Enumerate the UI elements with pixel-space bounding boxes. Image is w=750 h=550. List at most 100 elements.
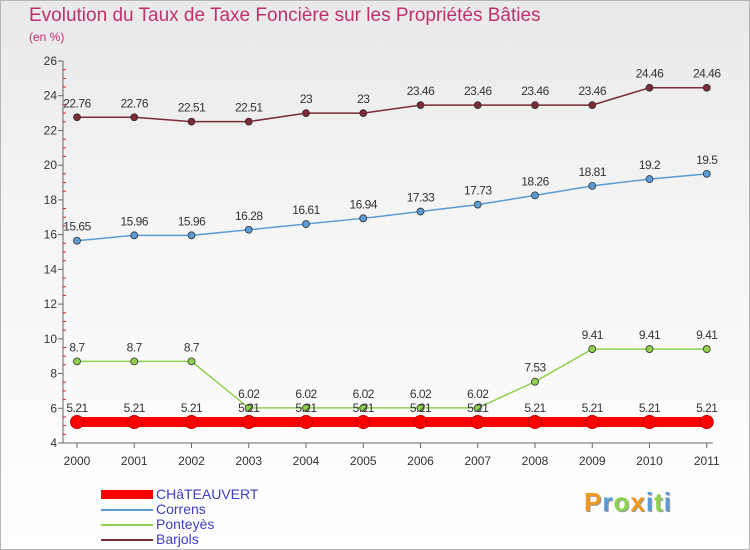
data-label-barjols: 23 <box>300 92 313 106</box>
data-point-ponteyes <box>73 357 81 366</box>
logo-letter: o <box>613 487 631 517</box>
data-label-barjols: 23.46 <box>407 84 435 98</box>
data-point-ponteyes <box>588 345 597 353</box>
legend-label: Barjols <box>156 531 199 547</box>
data-point-correns <box>130 231 139 240</box>
logo-letter: i <box>663 487 672 517</box>
data-label-chateauvert: 5.21 <box>124 401 146 415</box>
legend-label: Correns <box>156 501 206 517</box>
data-label-ponteyes: 9.41 <box>582 328 604 342</box>
data-label-correns: 19.5 <box>696 153 718 167</box>
data-point-ponteyes <box>645 345 654 353</box>
logo-letter: P <box>584 487 603 517</box>
data-point-barjols <box>302 109 310 117</box>
data-point-correns <box>531 191 539 200</box>
data-label-barjols: 22.51 <box>178 101 206 115</box>
data-label-correns: 17.73 <box>464 184 492 198</box>
data-point-chateauvert <box>642 414 657 429</box>
data-point-chateauvert <box>528 414 542 429</box>
logo-letter: x <box>630 487 646 517</box>
chart-unit-label: (en %) <box>29 30 65 44</box>
y-tick-label: 10 <box>44 332 58 346</box>
data-point-barjols <box>416 101 425 110</box>
data-label-chateauvert: 5.21 <box>696 401 718 415</box>
data-point-barjols <box>73 113 81 122</box>
data-label-correns: 15.96 <box>120 214 148 228</box>
data-label-ponteyes: 8.7 <box>69 340 85 354</box>
y-tick-label: 22 <box>44 123 58 137</box>
data-point-barjols <box>702 83 711 92</box>
data-label-ponteyes: 7.53 <box>524 361 546 375</box>
data-point-ponteyes <box>531 377 539 386</box>
data-label-correns: 18.26 <box>521 174 549 188</box>
data-point-correns <box>416 207 425 216</box>
y-tick-label: 14 <box>44 262 58 276</box>
data-point-ponteyes <box>130 357 139 366</box>
data-point-barjols <box>531 101 539 110</box>
x-tick-label: 2006 <box>407 454 434 468</box>
data-point-barjols <box>473 101 482 110</box>
data-label-ponteyes: 6.02 <box>353 387 375 401</box>
y-tick-label: 8 <box>50 367 57 381</box>
x-tick-label: 2004 <box>293 454 320 468</box>
data-label-chateauvert: 5.21 <box>639 401 661 415</box>
y-tick-label: 18 <box>44 193 58 207</box>
data-label-barjols: 22.76 <box>120 96 148 110</box>
data-label-correns: 16.94 <box>349 197 377 211</box>
x-tick-label: 2005 <box>350 454 377 468</box>
series-line-barjols <box>77 86 707 123</box>
data-point-ponteyes <box>416 404 425 412</box>
data-label-barjols: 22.51 <box>235 101 263 115</box>
data-point-chateauvert <box>699 414 714 429</box>
data-point-chateauvert <box>299 414 313 429</box>
x-tick-label: 2007 <box>464 454 491 468</box>
data-label-barjols: 23.46 <box>464 84 492 98</box>
y-tick-label: 24 <box>44 89 58 103</box>
data-point-ponteyes <box>473 404 482 412</box>
data-point-correns <box>302 220 310 228</box>
data-label-barjols: 23.46 <box>521 84 549 98</box>
data-point-barjols <box>187 117 196 126</box>
legend-swatch <box>101 509 153 511</box>
legend-swatch <box>101 490 153 499</box>
data-point-ponteyes <box>187 357 196 366</box>
data-point-chateauvert <box>470 414 485 429</box>
data-point-correns <box>187 231 196 240</box>
x-tick-label: 2001 <box>121 454 148 468</box>
data-point-correns <box>645 175 654 183</box>
data-label-ponteyes: 8.7 <box>127 340 143 354</box>
data-point-barjols <box>244 117 253 126</box>
proxiti-logo: Proxiti <box>584 487 672 518</box>
data-point-barjols <box>588 101 597 110</box>
data-point-correns <box>359 214 368 223</box>
data-point-barjols <box>359 109 368 117</box>
data-label-chateauvert: 5.21 <box>524 401 546 415</box>
data-label-correns: 18.81 <box>578 165 606 179</box>
data-label-correns: 16.61 <box>292 203 320 217</box>
y-tick-label: 12 <box>44 297 58 311</box>
data-point-correns <box>473 200 482 209</box>
y-tick-label: 20 <box>44 158 58 172</box>
y-tick-label: 16 <box>44 228 58 242</box>
legend-swatch <box>101 524 153 526</box>
data-label-chateauvert: 5.21 <box>181 401 203 415</box>
data-point-barjols <box>130 113 139 122</box>
data-label-ponteyes: 6.02 <box>410 387 432 401</box>
data-label-chateauvert: 5.21 <box>295 401 317 415</box>
data-point-chateauvert <box>356 414 371 429</box>
data-label-correns: 19.2 <box>639 158 661 172</box>
data-label-ponteyes: 6.02 <box>467 387 489 401</box>
data-label-barjols: 23.46 <box>578 84 606 98</box>
chart-title: Evolution du Taux de Taxe Foncière sur l… <box>29 5 541 26</box>
x-tick-label: 2002 <box>178 454 205 468</box>
x-tick-label: 2010 <box>636 454 663 468</box>
data-point-chateauvert <box>70 414 84 429</box>
data-point-barjols <box>645 83 654 92</box>
data-point-correns <box>73 236 81 245</box>
data-point-ponteyes <box>302 404 310 412</box>
data-point-correns <box>588 181 597 190</box>
data-label-correns: 15.65 <box>63 220 91 234</box>
x-tick-label: 2008 <box>522 454 549 468</box>
x-tick-label: 2000 <box>64 454 91 468</box>
